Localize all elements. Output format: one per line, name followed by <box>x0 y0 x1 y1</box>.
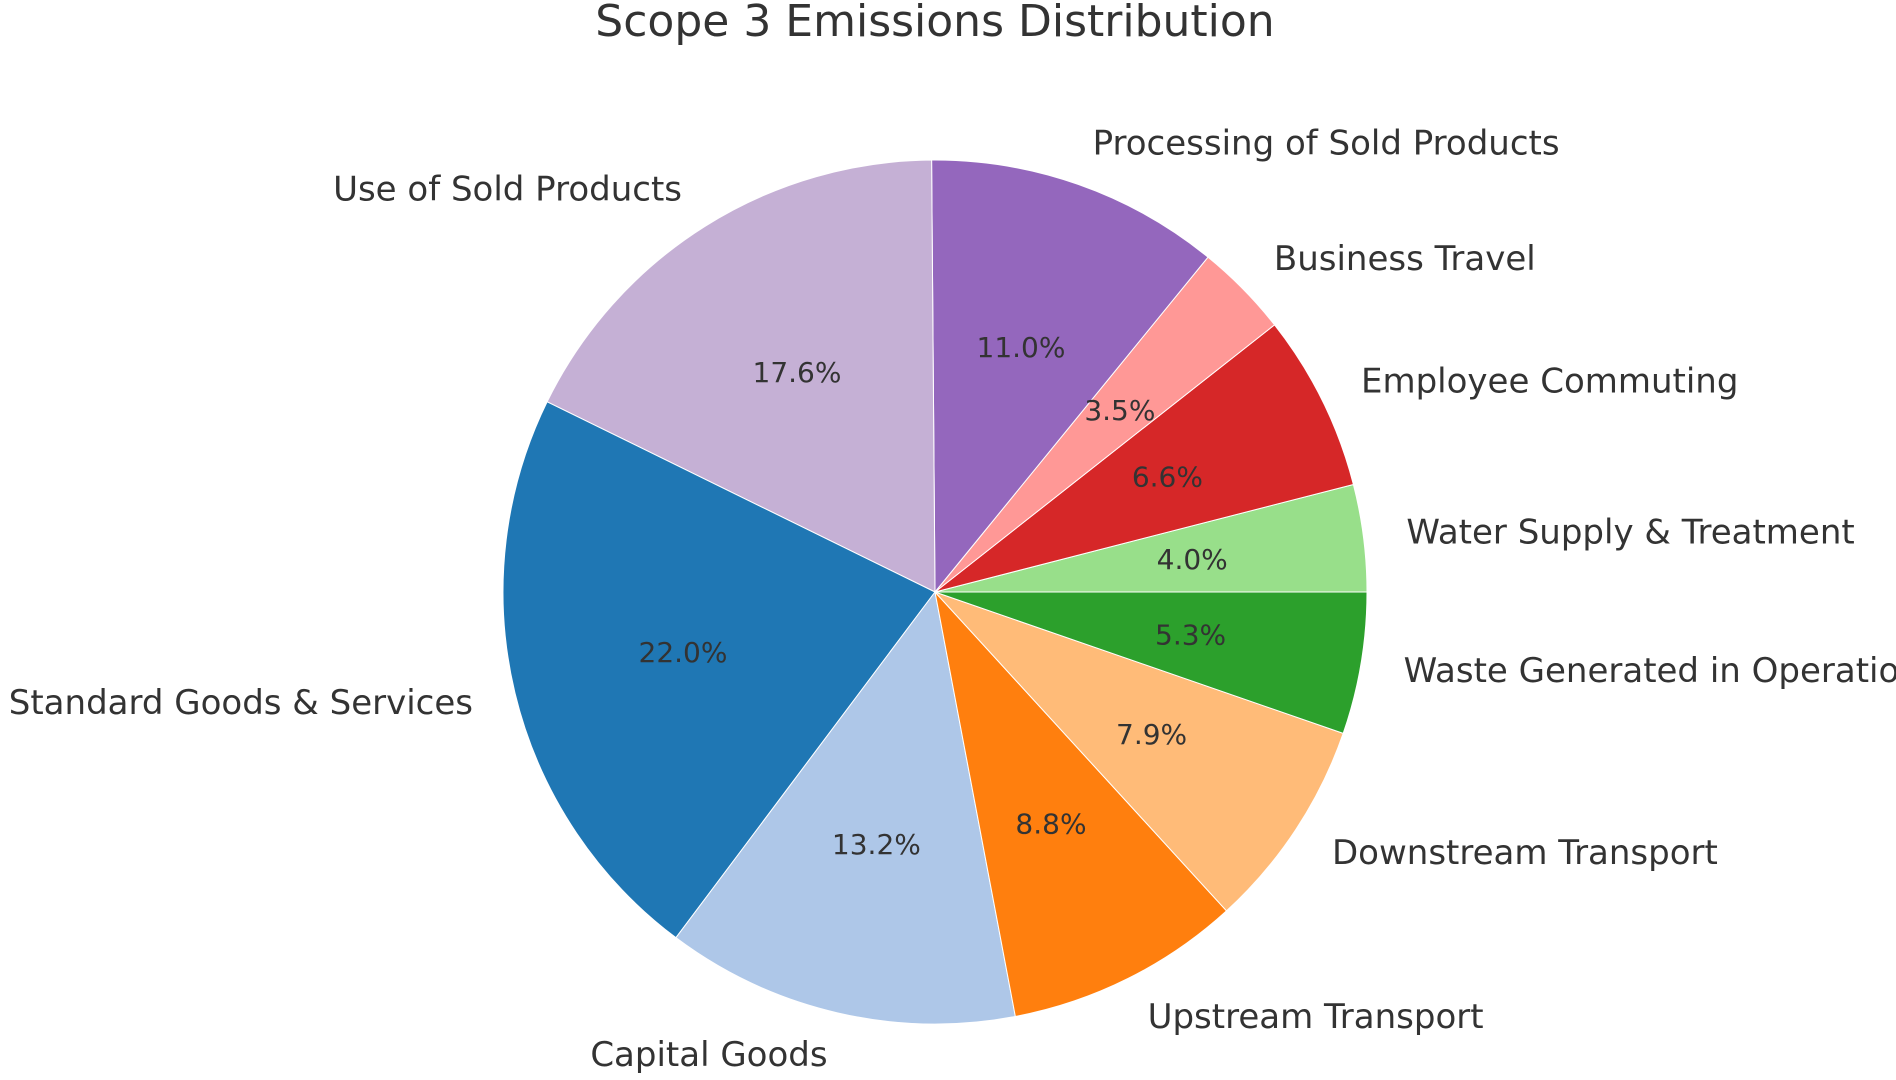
percent-label-use-of-sold-products: 17.6% <box>753 356 842 389</box>
slice-label-capital-goods: Capital Goods <box>590 1035 827 1075</box>
pie-slice-employee-commuting <box>934 324 1355 593</box>
slice-labels: Water Supply & Treatment Employee Commuti… <box>9 124 1896 1075</box>
percent-label-employee-commuting: 6.6% <box>1132 461 1203 494</box>
percent-label-business-travel: 3.5% <box>1084 394 1155 427</box>
pie-slice-upstream-transport <box>934 590 1228 1018</box>
pie-slice-capital-goods <box>675 590 1016 1025</box>
percent-label-upstream-transport: 8.8% <box>1015 807 1086 840</box>
slice-label-standard-goods-and-services: Standard Goods & Services <box>9 683 473 723</box>
slice-label-waste-generated-in-operations: Waste Generated in Operations <box>1404 651 1896 691</box>
pie-slice-downstream-transport <box>934 591 1344 912</box>
slice-label-water-supply-and-treatment: Water Supply & Treatment <box>1406 512 1854 552</box>
slice-label-upstream-transport: Upstream Transport <box>1148 997 1484 1037</box>
pie-slices <box>502 159 1368 1025</box>
percent-label-processing-of-sold-products: 11.0% <box>977 331 1066 364</box>
slice-label-employee-commuting: Employee Commuting <box>1361 361 1738 401</box>
percent-label-waste-generated-in-operations: 5.3% <box>1155 619 1226 652</box>
slice-label-processing-of-sold-products: Processing of Sold Products <box>1093 124 1560 164</box>
pie-slice-processing-of-sold-products <box>931 159 1209 594</box>
percent-label-water-supply-and-treatment: 4.0% <box>1157 543 1228 576</box>
pie-slice-standard-goods-and-services <box>502 401 936 939</box>
slice-label-business-travel: Business Travel <box>1274 239 1536 279</box>
percent-labels: 4.0% 6.6% 3.5% 11.0% 17.6% 22.0% 13.2% 8.8% 7.9%… <box>639 331 1228 861</box>
chart-title: Scope 3 Emissions Distribution <box>595 0 1274 47</box>
percent-label-capital-goods: 13.2% <box>832 828 921 861</box>
slice-label-downstream-transport: Downstream Transport <box>1332 833 1718 873</box>
slice-label-use-of-sold-products: Use of Sold Products <box>333 170 682 210</box>
percent-label-downstream-transport: 7.9% <box>1116 718 1187 751</box>
pie-slice-waste-generated-in-operations <box>934 591 1368 734</box>
pie-slice-use-of-sold-products <box>546 159 936 593</box>
percent-label-standard-goods-and-services: 22.0% <box>639 636 728 669</box>
